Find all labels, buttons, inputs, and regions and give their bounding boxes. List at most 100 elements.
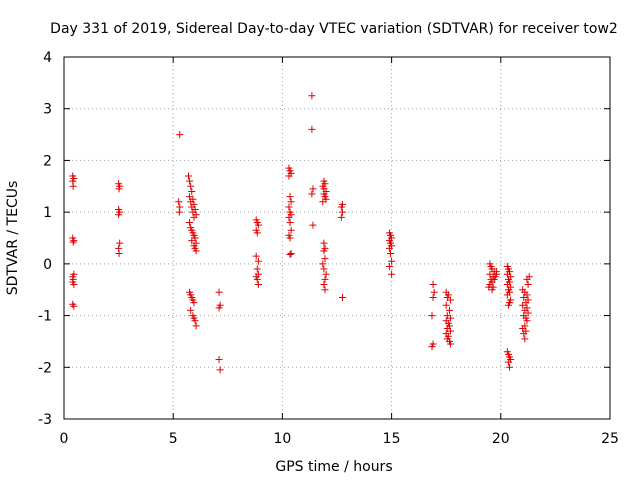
data-point [286,234,294,242]
data-point [491,273,499,281]
data-point [442,301,450,309]
data-point [216,366,224,374]
data-point [503,291,511,299]
data-point [70,237,78,245]
data-point [309,185,317,193]
data-point [322,270,330,278]
data-point [116,239,124,247]
data-point [521,335,529,343]
chart-title: Day 331 of 2019, Sidereal Day-to-day VTE… [50,21,618,37]
data-point [428,343,436,351]
data-point [337,203,345,211]
data-point [285,213,293,221]
data-point [447,296,455,304]
data-point [447,314,455,322]
y-tick-label: -3 [38,412,52,428]
data-point [429,293,437,301]
data-point [285,172,293,180]
x-tick-label: 15 [383,431,401,447]
data-point [504,301,512,309]
data-point [428,312,436,320]
y-tick-label: 1 [43,205,52,221]
data-point [215,356,223,364]
data-point [187,182,195,190]
data-point [321,275,329,283]
data-point [188,187,196,195]
data-point [308,125,316,133]
data-point [337,213,345,221]
data-point [254,221,262,229]
data-point [523,275,531,283]
data-point [70,302,78,310]
data-point [320,281,328,289]
data-point [192,322,200,330]
y-tick-label: 0 [43,257,52,273]
data-point [70,281,78,289]
data-point [115,211,123,219]
data-point [320,247,328,255]
data-point [429,281,437,289]
data-point [445,306,453,314]
data-point [520,293,528,301]
data-point [188,237,196,245]
data-point [215,304,223,312]
data-point [252,252,260,260]
data-point [321,255,329,263]
y-tick-label: 2 [43,153,52,169]
data-point [519,301,527,309]
y-tick-label: -2 [38,360,52,376]
data-point [187,306,195,314]
data-point [385,262,393,270]
x-tick-label: 0 [60,431,69,447]
data-point [253,265,261,273]
data-point [319,198,327,206]
x-tick-label: 25 [601,431,619,447]
data-point [321,286,329,294]
data-point [287,198,295,206]
data-point [186,218,194,226]
data-point [338,293,346,301]
x-tick-label: 10 [273,431,291,447]
data-point [253,275,261,283]
x-tick-label: 20 [492,431,510,447]
data-point [286,218,294,226]
data-point [387,250,395,258]
data-point [308,92,316,100]
data-point [69,238,77,246]
y-tick-label: 3 [43,102,52,118]
data-point [319,260,327,268]
data-point [524,309,532,317]
data-point [190,213,198,221]
data-point [506,363,514,371]
data-points [69,92,533,374]
data-point [190,299,198,307]
data-point [191,317,199,325]
data-point [447,327,455,335]
data-point [285,203,293,211]
data-point [286,251,294,259]
data-point [254,281,262,289]
axis-ticks: 0 5 10 15 20 25 -3 -2 -1 0 1 2 3 4 [38,50,619,447]
data-point [385,244,393,252]
data-point [254,257,262,265]
data-point [523,317,531,325]
data-point [115,185,123,193]
data-point [287,226,295,234]
data-point [308,190,316,198]
data-point [320,239,328,247]
data-point [215,288,223,296]
data-point [175,198,183,206]
data-point [309,221,317,229]
data-point [388,257,396,265]
data-point [320,265,328,273]
data-point [186,177,194,185]
x-axis-label: GPS time / hours [275,459,392,475]
data-point [430,288,438,296]
data-point [524,281,532,289]
data-point [184,172,192,180]
y-axis-label: SDTVAR / TECUs [5,181,21,296]
data-point [286,193,294,201]
grid [64,57,610,419]
data-point [338,208,346,216]
